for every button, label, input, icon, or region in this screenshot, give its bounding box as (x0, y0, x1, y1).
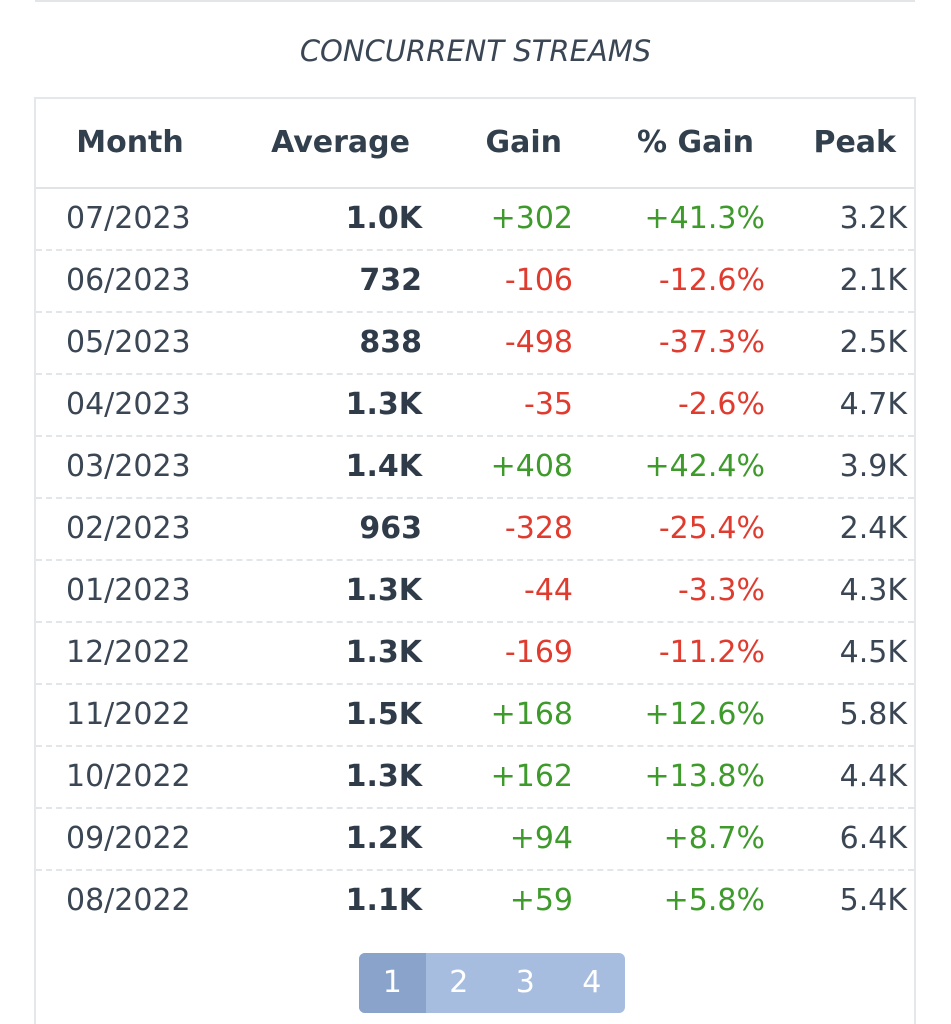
cell-peak: 4.4K (839, 759, 907, 794)
cell-month: 12/2022 (66, 635, 191, 670)
cell-month: 07/2023 (66, 201, 191, 236)
cell-peak: 2.5K (839, 325, 907, 360)
cell-pct-gain: -12.6% (658, 263, 765, 298)
table-row: 11/2022 1.5K +168 +12.6% 5.8K (36, 685, 914, 747)
cell-month: 06/2023 (66, 263, 191, 298)
header-gain[interactable]: Gain (485, 125, 562, 160)
cell-pct-gain: +41.3% (644, 201, 765, 236)
section-title: CONCURRENT STREAMS (299, 34, 652, 68)
cell-peak: 2.4K (839, 511, 907, 546)
cell-month: 04/2023 (66, 387, 191, 422)
table-row: 04/2023 1.3K -35 -2.6% 4.7K (36, 375, 914, 437)
cell-peak: 3.9K (839, 449, 907, 484)
table-row: 10/2022 1.3K +162 +13.8% 4.4K (36, 747, 914, 809)
cell-pct-gain: -37.3% (658, 325, 765, 360)
header-pct-gain[interactable]: % Gain (636, 125, 754, 160)
cell-pct-gain: +42.4% (644, 449, 765, 484)
cell-average: 1.5K (345, 697, 422, 732)
cell-gain: +408 (490, 449, 573, 484)
cell-gain: -106 (504, 263, 573, 298)
table-row: 09/2022 1.2K +94 +8.7% 6.4K (36, 809, 914, 871)
table-body: 07/2023 1.0K +302 +41.3% 3.2K 06/2023 73… (36, 189, 914, 931)
cell-average: 1.0K (345, 201, 422, 236)
cell-pct-gain: +8.7% (663, 821, 765, 856)
cell-month: 02/2023 (66, 511, 191, 546)
table-row: 01/2023 1.3K -44 -3.3% 4.3K (36, 561, 914, 623)
cell-peak: 4.5K (839, 635, 907, 670)
cell-gain: -44 (524, 573, 573, 608)
cell-pct-gain: -3.3% (677, 573, 765, 608)
cell-month: 05/2023 (66, 325, 191, 360)
cell-month: 08/2022 (66, 883, 191, 918)
header-peak[interactable]: Peak (813, 125, 896, 160)
cell-peak: 4.3K (839, 573, 907, 608)
cell-peak: 2.1K (839, 263, 907, 298)
table-row: 06/2023 732 -106 -12.6% 2.1K (36, 251, 914, 313)
cell-average: 732 (359, 263, 422, 298)
cell-pct-gain: +13.8% (644, 759, 765, 794)
cell-peak: 6.4K (839, 821, 907, 856)
header-month[interactable]: Month (76, 125, 184, 160)
cell-month: 03/2023 (66, 449, 191, 484)
cell-gain: +59 (509, 883, 573, 918)
cell-pct-gain: +12.6% (644, 697, 765, 732)
cell-gain: -328 (504, 511, 573, 546)
header-average[interactable]: Average (271, 125, 410, 160)
page-button-3[interactable]: 3 (515, 965, 535, 1000)
cell-month: 09/2022 (66, 821, 191, 856)
table-row: 12/2022 1.3K -169 -11.2% 4.5K (36, 623, 914, 685)
cell-average: 1.3K (345, 635, 422, 670)
cell-average: 963 (359, 511, 422, 546)
cell-pct-gain: +5.8% (663, 883, 765, 918)
page-button-1[interactable]: 1 (359, 953, 426, 1013)
table-header-row: Month Average Gain % Gain Peak (36, 99, 914, 189)
page-button-4[interactable]: 4 (582, 965, 602, 1000)
table-row: 05/2023 838 -498 -37.3% 2.5K (36, 313, 914, 375)
cell-average: 838 (359, 325, 422, 360)
cell-peak: 3.2K (839, 201, 907, 236)
table-row: 03/2023 1.4K +408 +42.4% 3.9K (36, 437, 914, 499)
cell-gain: +162 (490, 759, 573, 794)
cell-gain: +94 (509, 821, 573, 856)
cell-average: 1.4K (345, 449, 422, 484)
table-row: 02/2023 963 -328 -25.4% 2.4K (36, 499, 914, 561)
cell-gain: -498 (504, 325, 573, 360)
cell-month: 11/2022 (66, 697, 191, 732)
cell-pct-gain: -11.2% (658, 635, 765, 670)
cell-gain: +168 (490, 697, 573, 732)
table-row: 07/2023 1.0K +302 +41.3% 3.2K (36, 189, 914, 251)
cell-pct-gain: -25.4% (658, 511, 765, 546)
concurrent-streams-table: Month Average Gain % Gain Peak 07/2023 1… (34, 97, 916, 1024)
page-button-2[interactable]: 2 (449, 965, 469, 1000)
cell-average: 1.3K (345, 759, 422, 794)
pagination: 1 2 3 4 (359, 953, 625, 1013)
cell-average: 1.3K (345, 573, 422, 608)
table-row: 08/2022 1.1K +59 +5.8% 5.4K (36, 871, 914, 931)
cell-pct-gain: -2.6% (677, 387, 765, 422)
cell-gain: +302 (490, 201, 573, 236)
cell-month: 01/2023 (66, 573, 191, 608)
previous-card-edge (35, 0, 915, 2)
cell-peak: 5.8K (839, 697, 907, 732)
cell-average: 1.3K (345, 387, 422, 422)
cell-month: 10/2022 (66, 759, 191, 794)
cell-average: 1.1K (345, 883, 422, 918)
cell-gain: -35 (524, 387, 573, 422)
cell-peak: 5.4K (839, 883, 907, 918)
cell-gain: -169 (504, 635, 573, 670)
cell-peak: 4.7K (839, 387, 907, 422)
cell-average: 1.2K (345, 821, 422, 856)
